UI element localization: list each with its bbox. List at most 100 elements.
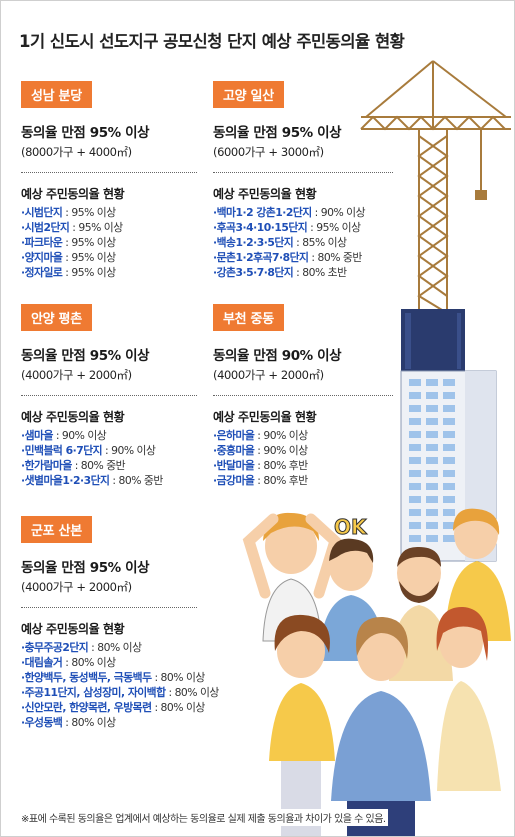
building-window — [409, 457, 421, 464]
list-item: ·강촌3·5·7·8단지 : 80% 초반 — [213, 266, 347, 279]
consent-headline: 동의율 만점 95% 이상 — [21, 348, 150, 364]
building-window — [426, 483, 438, 490]
building-window — [426, 470, 438, 477]
building-window — [426, 522, 438, 529]
consent-condition: (6000가구 + 3000㎡) — [213, 145, 324, 159]
list-item: ·은하마을 : 90% 이상 — [213, 429, 308, 442]
consent-condition: (4000가구 + 2000㎡) — [21, 368, 132, 382]
consent-headline: 동의율 만점 95% 이상 — [21, 125, 150, 141]
list-heading: 예상 주민동의율 현황 — [213, 410, 317, 424]
list-item: ·한가람마을 : 80% 중반 — [21, 459, 126, 472]
list-item: ·우성동백 : 80% 이상 — [21, 716, 116, 729]
building-window — [443, 379, 455, 386]
section-seongnam-bundang: 성남 분당 동의율 만점 95% 이상 (8000가구 + 4000㎡) 예상 … — [21, 81, 197, 280]
people-illustration: OK — [242, 508, 511, 836]
building-window — [443, 535, 455, 542]
building-window — [426, 496, 438, 503]
building-window — [409, 522, 421, 529]
building-window — [409, 535, 421, 542]
building-window — [426, 392, 438, 399]
building-window — [409, 405, 421, 412]
list-heading: 예상 주민동의율 현황 — [21, 187, 125, 201]
list-item: ·중흥마을 : 90% 이상 — [213, 444, 308, 457]
footnote: ※표에 수록된 동의율은 업계에서 예상하는 동의율로 실제 제출 동의율과 차… — [19, 809, 388, 826]
consent-headline: 동의율 만점 95% 이상 — [213, 125, 342, 141]
building-window — [409, 392, 421, 399]
page-title: 1기 신도시 선도지구 공모신청 단지 예상 주민동의율 현황 — [19, 32, 405, 51]
list-item: ·신안모란, 한양목련, 우방목련 : 80% 이상 — [21, 701, 205, 714]
building-window — [443, 392, 455, 399]
list-item: ·정자일로 : 95% 이상 — [21, 266, 116, 279]
building-window — [443, 457, 455, 464]
section-bucheon-jungdong: 부천 중동 동의율 만점 90% 이상 (4000가구 + 2000㎡) 예상 … — [213, 304, 393, 488]
list-item: ·반달마을 : 80% 후반 — [213, 459, 308, 472]
building-window — [426, 379, 438, 386]
list-item: ·시범2단지 : 95% 이상 — [21, 221, 123, 234]
dotted-divider — [21, 395, 197, 396]
building-window — [443, 496, 455, 503]
building-window — [409, 470, 421, 477]
list-heading: 예상 주민동의율 현황 — [21, 410, 125, 424]
section-anyang-pyeongchon: 안양 평촌 동의율 만점 95% 이상 (4000가구 + 2000㎡) 예상 … — [21, 304, 197, 488]
building-window — [409, 483, 421, 490]
building-window — [426, 509, 438, 516]
building-window — [409, 444, 421, 451]
building-window — [443, 483, 455, 490]
list-item: ·백송1·2·3·5단지 : 85% 이상 — [213, 236, 347, 249]
list-item: ·샛별마을1·2·3단지 : 80% 중반 — [21, 474, 163, 487]
list-item: ·파크타운 : 95% 이상 — [21, 236, 116, 249]
consent-condition: (8000가구 + 4000㎡) — [21, 145, 132, 159]
dotted-divider — [213, 395, 393, 396]
region-badge: 안양 평촌 — [21, 304, 92, 331]
region-badge: 성남 분당 — [21, 81, 92, 108]
crane-illustration — [360, 60, 511, 316]
building-window — [409, 379, 421, 386]
building-window — [426, 431, 438, 438]
dotted-divider — [21, 607, 197, 608]
list-item: ·후곡3·4·10·15단지 : 95% 이상 — [213, 221, 361, 234]
complex-list: ·시범단지 : 95% 이상 ·시범2단지 : 95% 이상 ·파크타운 : 9… — [21, 205, 197, 280]
ok-text: OK — [334, 515, 368, 539]
list-item: ·주공11단지, 삼성장미, 자이백합 : 80% 이상 — [21, 686, 219, 699]
dotted-divider — [21, 172, 197, 173]
region-badge: 군포 산본 — [21, 516, 92, 543]
region-badge: 부천 중동 — [213, 304, 284, 331]
consent-condition: (4000가구 + 2000㎡) — [213, 368, 324, 382]
building-window — [426, 457, 438, 464]
region-badge: 고양 일산 — [213, 81, 284, 108]
building-window — [443, 405, 455, 412]
building-window — [443, 418, 455, 425]
complex-list: ·샘마을 : 90% 이상 ·민백블럭 6·7단지 : 90% 이상 ·한가람마… — [21, 428, 197, 488]
list-item: ·대림솔거 : 80% 이상 — [21, 656, 116, 669]
consent-headline: 동의율 만점 90% 이상 — [213, 348, 342, 364]
consent-headline: 동의율 만점 95% 이상 — [21, 560, 150, 576]
list-item: ·시범단지 : 95% 이상 — [21, 206, 116, 219]
list-item: ·양지마을 : 95% 이상 — [21, 251, 116, 264]
section-goyang-ilsan: 고양 일산 동의율 만점 95% 이상 (6000가구 + 3000㎡) 예상 … — [213, 81, 393, 280]
list-item: ·금강마을 : 80% 후반 — [213, 474, 308, 487]
list-heading: 예상 주민동의율 현황 — [21, 622, 125, 636]
building-window — [443, 522, 455, 529]
building-window — [443, 444, 455, 451]
dotted-divider — [213, 172, 393, 173]
building-illustration — [400, 309, 497, 562]
consent-condition: (4000가구 + 2000㎡) — [21, 580, 132, 594]
building-window — [443, 431, 455, 438]
list-item: ·백마1·2 강촌1·2단지 : 90% 이상 — [213, 206, 366, 219]
complex-list: ·백마1·2 강촌1·2단지 : 90% 이상 ·후곡3·4·10·15단지 :… — [213, 205, 393, 280]
building-window — [426, 444, 438, 451]
building-window — [409, 418, 421, 425]
building-window — [409, 496, 421, 503]
building-window — [409, 431, 421, 438]
list-item: ·한양백두, 동성백두, 극동백두 : 80% 이상 — [21, 671, 205, 684]
section-gunpo-sanbon: 군포 산본 동의율 만점 95% 이상 (4000가구 + 2000㎡) 예상 … — [21, 516, 261, 730]
complex-list: ·충무주공2단지 : 80% 이상 ·대림솔거 : 80% 이상 ·한양백두, … — [21, 640, 261, 730]
list-item: ·민백블럭 6·7단지 : 90% 이상 — [21, 444, 156, 457]
building-window — [443, 470, 455, 477]
building-window — [426, 418, 438, 425]
list-item: ·샘마을 : 90% 이상 — [21, 429, 107, 442]
list-item: ·문촌1·2후곡7·8단지 : 80% 중반 — [213, 251, 362, 264]
list-heading: 예상 주민동의율 현황 — [213, 187, 317, 201]
